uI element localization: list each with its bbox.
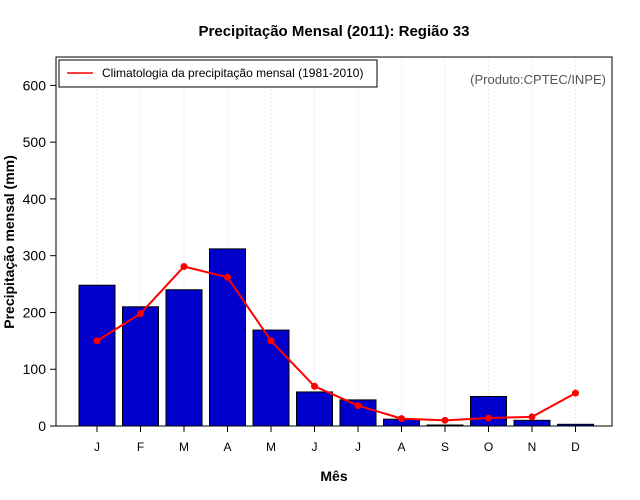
climatology-point-10 <box>485 414 492 422</box>
legend-entry-climatology: Climatologia da precipitação mensal (198… <box>102 66 363 80</box>
legend: Climatologia da precipitação mensal (198… <box>58 59 378 88</box>
x-tick-label-12: D <box>571 440 580 454</box>
bar-6 <box>296 391 333 427</box>
bar-3 <box>165 289 203 427</box>
climatology-point-2 <box>137 310 144 318</box>
climatology-point-11 <box>528 413 536 421</box>
climatology-point-3 <box>180 262 188 270</box>
bar-5 <box>252 329 290 427</box>
climatology-point-1 <box>93 337 101 345</box>
climatology-point-5 <box>267 337 275 345</box>
x-tick-label-10: O <box>484 440 493 454</box>
chart-title: Precipitação Mensal (2011): Região 33 <box>199 23 470 40</box>
product-credit: (Produto:CPTEC/INPE) <box>470 72 606 87</box>
y-tick-label-200: 200 <box>23 304 47 320</box>
y-tick-label-400: 400 <box>23 191 47 207</box>
x-tick-label-5: M <box>266 440 276 454</box>
x-tick-label-2: F <box>137 440 144 454</box>
climatology-point-9 <box>441 416 449 424</box>
bar-7 <box>339 399 377 427</box>
climatology-point-12 <box>572 389 579 397</box>
bar-1 <box>78 284 116 427</box>
bar-2 <box>122 306 159 427</box>
bar-10 <box>470 395 507 427</box>
x-tick-label-11: N <box>528 440 537 454</box>
climatology-point-4 <box>224 273 231 281</box>
climatology-line <box>96 265 576 422</box>
gridlines <box>96 57 576 426</box>
y-tick-label-0: 0 <box>38 418 46 434</box>
x-tick-label-7: J <box>355 440 361 454</box>
bar-11 <box>513 419 551 427</box>
climatology-point-6 <box>311 382 318 390</box>
y-axis: 0 100 200 300 400 500 600 <box>23 77 57 434</box>
bars-group <box>78 248 594 427</box>
x-axis-title: Mês <box>320 468 347 484</box>
x-tick-label-3: M <box>179 440 189 454</box>
climatology-line-group <box>93 262 579 424</box>
climatology-point-8 <box>398 415 405 423</box>
x-tick-label-4: A <box>223 440 231 454</box>
y-tick-label-600: 600 <box>23 77 47 93</box>
y-tick-label-500: 500 <box>23 134 47 150</box>
legend-box <box>58 59 378 88</box>
y-tick-label-300: 300 <box>23 248 47 264</box>
x-tick-label-1: J <box>94 440 100 454</box>
x-tick-label-8: A <box>397 440 405 454</box>
x-tick-label-9: S <box>441 440 449 454</box>
climatology-point-7 <box>354 402 362 410</box>
y-axis-title: Precipitação mensal (mm) <box>1 155 17 329</box>
y-tick-label-100: 100 <box>23 361 47 377</box>
x-tick-label-6: J <box>312 440 318 454</box>
